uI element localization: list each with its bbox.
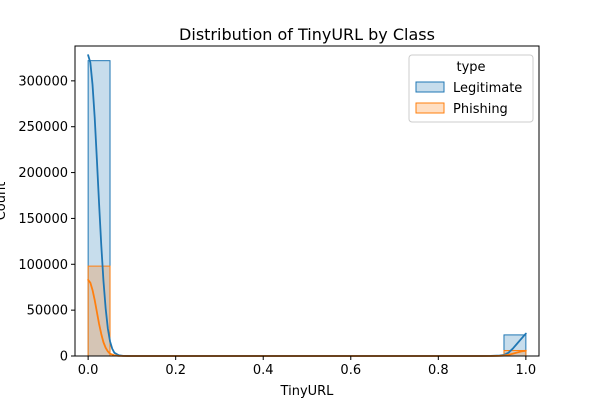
x-tick-label: 0.0 — [78, 363, 99, 378]
legend-frame — [408, 54, 534, 123]
x-tick-label: 0.6 — [340, 363, 361, 378]
y-tick-label: 100000 — [18, 258, 68, 273]
legend-swatch-legitimate — [415, 81, 445, 93]
y-tick-label: 50000 — [27, 304, 68, 319]
kde-line-phishing — [87, 278, 527, 357]
plot-area — [87, 54, 527, 357]
y-tick-label: 300000 — [18, 74, 68, 89]
x-tick-label: 1.0 — [516, 363, 537, 378]
legend-label-legitimate: Legitimate — [453, 81, 522, 96]
x-tick-label: 0.2 — [165, 363, 186, 378]
y-axis: 0 50000 100000 150000 200000 250000 300000 — [18, 74, 75, 365]
y-tick-label: 150000 — [18, 212, 68, 227]
y-tick-label: 0 — [60, 350, 68, 365]
x-axis: 0.0 0.2 0.4 0.6 0.8 1.0 — [78, 356, 536, 378]
legend: type Legitimate Phishing — [408, 54, 534, 123]
kde-line-legitimate — [87, 54, 527, 357]
legend-title: type — [456, 60, 485, 75]
x-tick-label: 0.8 — [428, 363, 449, 378]
plot-frame — [74, 45, 540, 357]
x-tick-label: 0.4 — [253, 363, 274, 378]
y-tick-label: 200000 — [18, 166, 68, 181]
chart-title: Distribution of TinyURL by Class — [179, 25, 435, 44]
legend-swatch-phishing — [415, 102, 445, 114]
y-axis-label: Count — [0, 182, 9, 221]
y-tick-label: 250000 — [18, 120, 68, 135]
legend-label-phishing: Phishing — [453, 102, 508, 117]
x-axis-label: TinyURL — [280, 384, 335, 399]
